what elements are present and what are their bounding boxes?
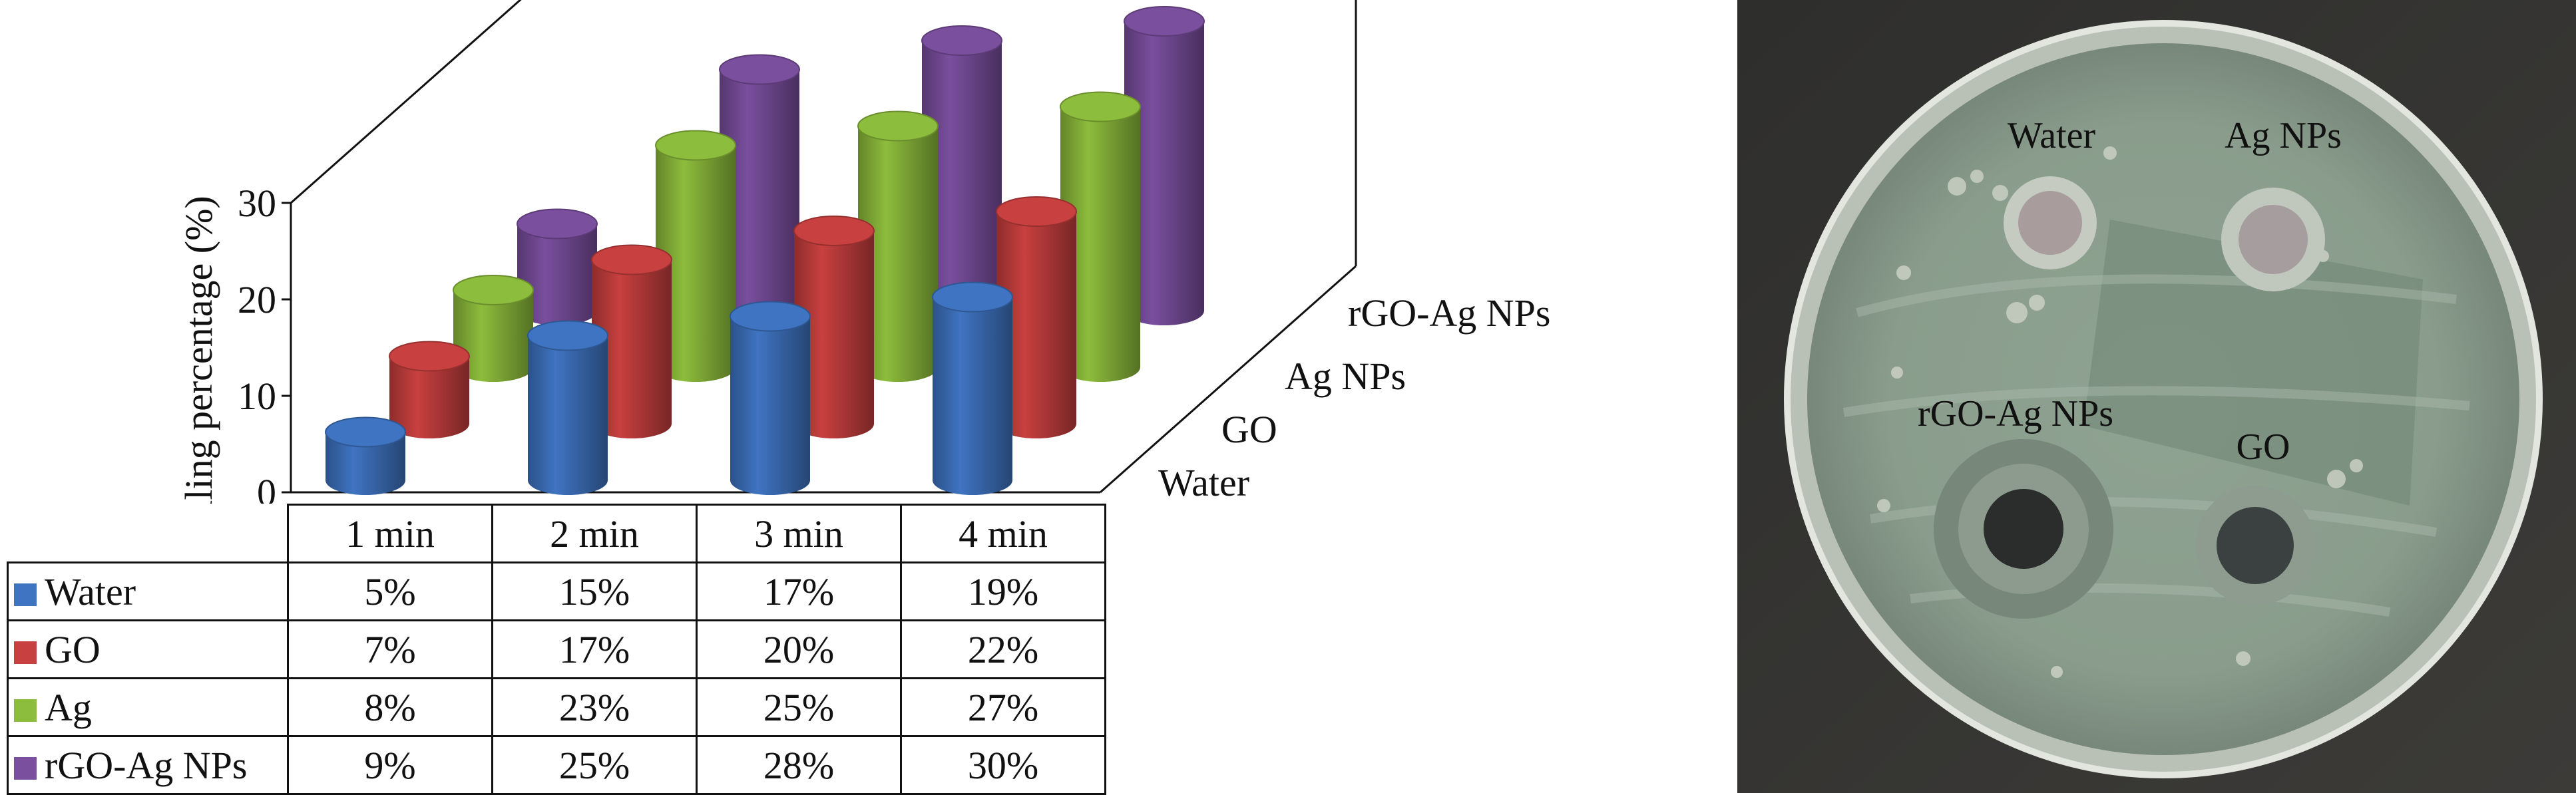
bar-top: [527, 320, 608, 351]
table-cell: 17%: [696, 561, 902, 621]
y-tick-label: 10: [238, 375, 276, 418]
data-table: 1 min 2 min 3 min 4 min Water 5% 15% 17%…: [7, 504, 1106, 795]
bar: [794, 231, 874, 438]
bar-top: [517, 208, 598, 239]
bar: [389, 356, 469, 438]
bar-top: [453, 275, 534, 305]
bar-top: [591, 244, 672, 275]
photo-label-rgo-ag-nps: rGO-Ag NPs: [1918, 393, 2113, 434]
category-header: 3 min: [696, 504, 902, 563]
table-corner: [7, 504, 289, 563]
table-cell: 23%: [491, 677, 698, 737]
table-cell: 25%: [491, 735, 698, 795]
table-cell: 9%: [287, 735, 493, 795]
table-cell: 8%: [287, 677, 493, 737]
bar-top: [325, 416, 406, 448]
category-header: 1 min: [287, 504, 493, 563]
bar-top: [996, 196, 1077, 227]
depth-label: rGO-Ag NPs: [1348, 291, 1551, 335]
agar-streaks: [1842, 274, 2470, 617]
table-cell: 17%: [491, 619, 698, 679]
series-legend-water: Water: [7, 561, 289, 621]
bar-top: [1124, 6, 1205, 37]
legend-swatch: [14, 641, 37, 664]
bottom-right-edge: [1100, 265, 1357, 494]
top-left-edge: [290, 0, 522, 204]
table-row: rGO-Ag NPs 9% 25% 28% 30%: [7, 735, 1106, 795]
series-legend-go: GO: [7, 619, 289, 679]
table-cell: 19%: [900, 561, 1106, 621]
series-legend-rgo-ag: rGO-Ag NPs: [7, 735, 289, 795]
bar: [933, 297, 1012, 495]
table-row: Water 5% 15% 17% 19%: [7, 561, 1106, 621]
bar-top: [921, 25, 1002, 56]
legend-swatch: [14, 583, 37, 606]
table-cell: 28%: [696, 735, 902, 795]
bar: [730, 316, 810, 495]
depth-label: Water: [1158, 461, 1249, 504]
bar-top: [932, 281, 1013, 313]
bar: [858, 126, 938, 382]
bar: [720, 69, 799, 325]
table-cell: 15%: [491, 561, 698, 621]
bar: [528, 335, 608, 495]
photo-label-go: GO: [2237, 426, 2290, 468]
table-cell: 22%: [900, 619, 1106, 679]
y-axis-label: Killing percentage (%): [177, 196, 220, 504]
depth-label: GO: [1221, 408, 1277, 451]
bar-top: [730, 301, 811, 332]
bar: [656, 145, 736, 382]
well-go: [2195, 486, 2315, 605]
bar: [517, 224, 597, 325]
photo-label-water: Water: [2008, 115, 2096, 156]
table-cell: 25%: [696, 677, 902, 737]
well-water: [2004, 176, 2097, 269]
table-cell: 7%: [287, 619, 493, 679]
table-cell: 5%: [287, 561, 493, 621]
y-tick-label: 20: [238, 278, 276, 321]
bar-top: [857, 110, 939, 142]
bar: [453, 290, 533, 382]
bar: [1124, 21, 1204, 325]
depth-label: Ag NPs: [1285, 355, 1406, 398]
series-label: GO: [45, 627, 101, 671]
bar: [592, 259, 672, 438]
bar: [996, 212, 1076, 438]
table-cell: 27%: [900, 677, 1106, 737]
well-rgo-ag-nps: [1934, 439, 2113, 619]
bar-top: [719, 54, 800, 85]
bars-group: [325, 6, 1205, 495]
series-label: Water: [45, 569, 136, 613]
y-tick-label: 0: [257, 471, 276, 504]
table-cell: 20%: [696, 619, 902, 679]
table-header-row: 1 min 2 min 3 min 4 min: [7, 504, 1106, 563]
y-axis: 0 10 20 30: [238, 182, 291, 504]
series-label: rGO-Ag NPs: [45, 743, 248, 787]
table-row: Ag 8% 23% 25% 27%: [7, 677, 1106, 737]
bar-top: [793, 216, 875, 246]
y-tick-label: 30: [238, 182, 276, 225]
category-header: 4 min: [900, 504, 1106, 563]
bar: [325, 432, 405, 495]
petri-dish-photo: Water Ag NPs rGO-Ag NPs GO: [1737, 0, 2576, 793]
bar-top: [1060, 91, 1141, 122]
well-ag-nps: [2221, 188, 2325, 291]
category-header: 2 min: [491, 504, 698, 563]
table-cell: 30%: [900, 735, 1106, 795]
series-legend-ag: Ag: [7, 677, 289, 737]
bar-top: [655, 130, 736, 161]
legend-swatch: [14, 756, 37, 780]
legend-swatch: [14, 699, 37, 722]
bar-top: [389, 341, 470, 372]
bar: [1060, 106, 1140, 382]
bar: [922, 41, 1002, 325]
series-label: Ag: [45, 685, 92, 729]
photo-label-ag-nps: Ag NPs: [2225, 115, 2342, 156]
table-row: GO 7% 17% 20% 22%: [7, 619, 1106, 679]
bacterial-colonies: [1877, 146, 2363, 678]
